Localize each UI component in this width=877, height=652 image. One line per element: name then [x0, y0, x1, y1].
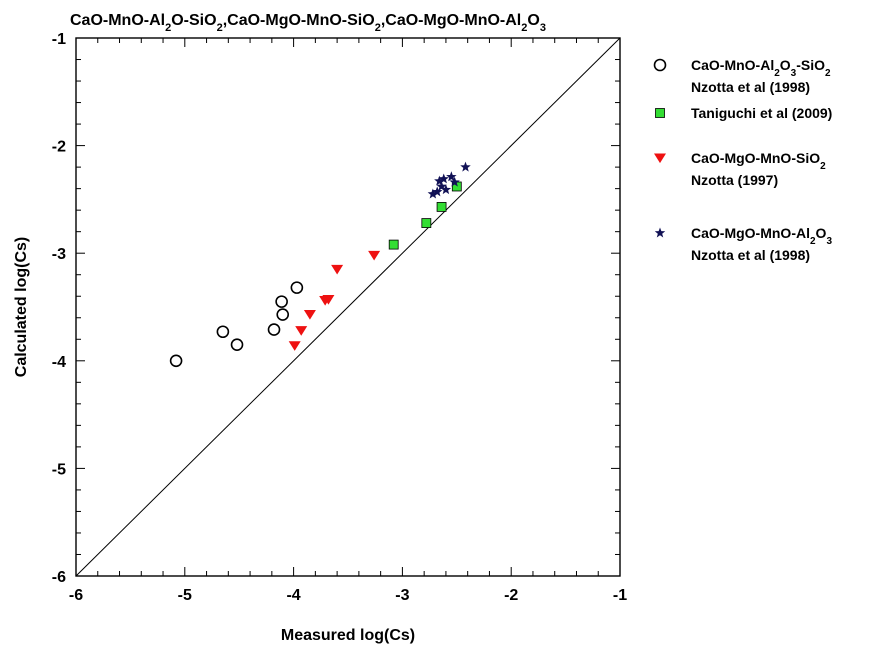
x-tick-label: -6	[69, 587, 83, 604]
data-point	[421, 218, 432, 228]
axis-ticks: -6 -5 -4 -3 -2 -1 -6 -5 -4 -3 -2 -1	[52, 31, 627, 604]
series-0	[169, 281, 304, 368]
data-point	[169, 354, 183, 368]
plot-frame	[75, 37, 621, 577]
legend-marker	[655, 108, 665, 118]
x-tick-label: -5	[178, 587, 192, 604]
data-point	[368, 250, 381, 261]
data-point	[446, 171, 457, 182]
y-tick-label: -5	[52, 461, 66, 478]
x-tick-label: -4	[286, 587, 300, 604]
y-axis-label: Calculated log(Cs)	[13, 237, 30, 377]
legend-label: Nzotta et al (1998)	[691, 247, 810, 263]
data-point	[276, 308, 290, 321]
data-point	[460, 161, 471, 172]
y-tick-label: -6	[52, 569, 66, 586]
y-tick-label: -1	[52, 31, 66, 48]
data-point	[388, 239, 399, 250]
data-point	[331, 264, 344, 275]
data-point	[322, 294, 335, 305]
data-point	[288, 341, 301, 351]
data-point	[303, 310, 316, 320]
y-tick-label: -4	[52, 354, 66, 371]
data-point	[449, 176, 460, 187]
data-point	[440, 184, 452, 195]
data-point	[436, 202, 447, 212]
x-tick-label: -1	[613, 587, 627, 604]
data-point	[267, 323, 281, 336]
legend-label: Nzotta (1997)	[691, 172, 778, 188]
legend-marker	[654, 227, 666, 238]
y-tick-label: -2	[52, 139, 66, 156]
x-axis-label: Measured log(Cs)	[281, 627, 415, 644]
x-tick-label: -3	[395, 587, 409, 604]
legend-label: CaO-MnO-Al2O3-SiO2	[691, 57, 831, 79]
data-point	[436, 180, 447, 191]
legend-label: Taniguchi et al (2009)	[691, 105, 832, 121]
data-point	[230, 338, 244, 351]
chart-title: CaO-MnO-Al2O-SiO2,CaO-MgO-MnO-SiO2,CaO-M…	[70, 12, 546, 34]
data-point	[295, 326, 308, 336]
legend-marker	[654, 153, 666, 164]
y-tick-label: -3	[52, 246, 66, 263]
data-point	[438, 173, 449, 184]
series-2	[288, 250, 381, 351]
data-point	[275, 295, 288, 308]
x-tick-label: -2	[504, 587, 518, 604]
series-3	[427, 161, 471, 199]
data-point	[431, 186, 443, 197]
data-points	[169, 161, 471, 368]
legend-label: Nzotta et al (1998)	[691, 79, 810, 95]
legend-marker	[653, 58, 667, 72]
data-point	[427, 188, 439, 199]
legend-label: CaO-MgO-MnO-SiO2	[691, 150, 826, 172]
reference-line	[75, 37, 621, 577]
data-point	[216, 325, 230, 339]
legend-label: CaO-MgO-MnO-Al2O3	[691, 225, 832, 247]
data-point	[434, 175, 445, 186]
data-point	[290, 281, 304, 294]
series-1	[388, 181, 462, 250]
